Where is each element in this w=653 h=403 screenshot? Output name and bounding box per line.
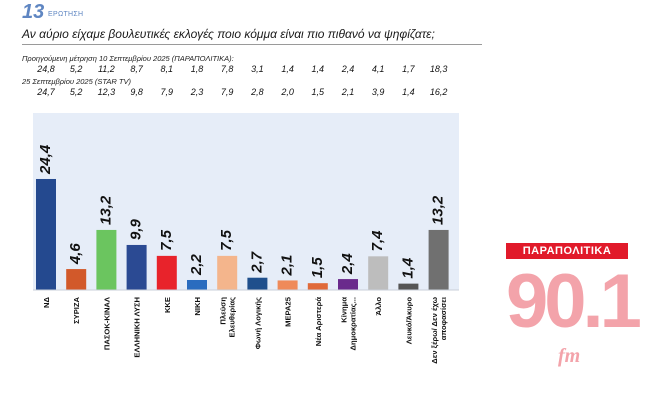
bar	[398, 283, 419, 290]
category-label: Άλλο	[374, 297, 383, 316]
previous-value: 8,7	[130, 64, 143, 74]
previous-value: 4,1	[371, 64, 385, 74]
category-label: Δεν ξέρω/ Δεν έχω	[430, 296, 439, 363]
category-label: ΝΔ	[42, 296, 51, 307]
category-label: αποφασίσει	[439, 297, 448, 340]
other-value: 2,8	[251, 87, 264, 97]
value-label: 2,1	[279, 255, 296, 277]
logo-frequency: 90.1	[506, 259, 642, 344]
previous-value: 3,1	[251, 64, 264, 74]
other-measurement-caption: 25 Σεπτεμβρίου 2025 (STAR TV)	[22, 77, 131, 86]
other-value: 2,3	[190, 87, 204, 97]
previous-value: 24,8	[37, 64, 55, 74]
other-value: 2,0	[281, 87, 294, 97]
category-label: ΝΙΚΗ	[193, 297, 202, 316]
category-label: Δημοκρατίας...	[349, 297, 358, 350]
bar	[338, 279, 358, 290]
bar	[307, 283, 328, 290]
category-label: ΜΕΡΑ25	[284, 296, 293, 327]
bar	[217, 255, 238, 290]
question-word: ΕΡΩΤΗΣΗ	[48, 11, 84, 18]
other-value: 1,4	[402, 87, 415, 97]
previous-value: 5,2	[69, 64, 83, 74]
other-value: 9,8	[130, 87, 143, 97]
other-measurement-row: 24,7 5,2 12,3 9,8 7,9 2,3 7,9 2,8 2,0 1,5 2,1 3,9 1,…	[0, 87, 653, 99]
bar	[156, 255, 177, 290]
category-label: Κίνημα	[340, 297, 349, 323]
category-label: ΚΚΕ	[163, 297, 172, 313]
other-value: 16,2	[429, 87, 448, 97]
previous-value: 11,2	[97, 64, 115, 74]
bar	[66, 269, 87, 290]
bar	[36, 178, 56, 290]
previous-value: 7,8	[220, 64, 234, 74]
value-label: 7,5	[158, 229, 175, 251]
bar	[126, 244, 147, 290]
bar	[187, 279, 207, 290]
value-label: 7,5	[218, 229, 235, 251]
previous-measurement-row: 24,8 5,2 11,2 8,7 8,1 1,8 7,8 3,1 1,4 1,4 2,4 4,1 1,…	[0, 64, 653, 76]
bar	[247, 277, 268, 290]
logo-brand-text: ΠΑΡΑΠΟΛΙΤΙΚΑ	[506, 243, 628, 259]
category-label: ΣΥΡΙΖΑ	[72, 296, 81, 323]
value-label: 13,2	[430, 195, 447, 225]
previous-value: 1,4	[281, 64, 294, 74]
value-label: 13,2	[97, 195, 114, 225]
other-value: 12,3	[97, 87, 116, 97]
value-label: 2,7	[248, 251, 265, 274]
value-label: 7,4	[369, 230, 386, 252]
other-value: 3,9	[371, 87, 385, 97]
previous-value: 2,4	[341, 64, 355, 74]
other-value: 7,9	[220, 87, 234, 97]
previous-value: 1,7	[402, 64, 415, 74]
category-label: ΕΛΛΗΝΙΚΗ ΛΥΣΗ	[133, 297, 142, 358]
category-label: Πλεύση	[219, 297, 228, 325]
value-label: 9,9	[128, 218, 145, 240]
value-label: 2,2	[188, 253, 205, 276]
previous-value: 18,3	[429, 64, 448, 74]
category-label: Νέα Αριστερά	[314, 297, 323, 347]
question-text: Αν αύριο είχαμε βουλευτικές εκλογές ποιο…	[22, 27, 435, 41]
previous-measurement-caption: Προηγούμενη μέτρηση 10 Σεπτεμβρίου 2025 …	[22, 54, 234, 63]
other-value: 24,7	[37, 87, 55, 97]
bar	[428, 229, 449, 290]
value-label: 1,4	[399, 257, 416, 279]
category-label: ΠΑΣΟΚ-ΚΙΝΑΛ	[102, 296, 111, 350]
bar	[368, 256, 389, 290]
value-label: 2,4	[339, 253, 356, 276]
logo-fm: fm	[558, 345, 581, 367]
bar	[96, 229, 117, 290]
previous-value: 8,1	[160, 64, 174, 74]
radio-logo: ΠΑΡΑΠΟΛΙΤΙΚΑ 90.1 fm	[506, 243, 642, 383]
question-number: 13	[22, 1, 45, 23]
value-label: 24,4	[37, 144, 54, 175]
value-label: 1,5	[309, 257, 326, 279]
previous-value: 1,8	[190, 64, 204, 74]
header-divider	[22, 44, 482, 45]
bar	[277, 280, 298, 290]
category-label: Φωνή Λογικής	[253, 297, 262, 349]
value-label: 4,6	[67, 243, 84, 266]
other-value: 7,9	[160, 87, 174, 97]
category-label: Λευκό/Άκυρο	[404, 297, 413, 345]
other-value: 1,5	[311, 87, 325, 97]
previous-value: 1,4	[311, 64, 325, 74]
category-label: Ελευθερίας	[228, 297, 237, 337]
other-value: 5,2	[69, 87, 83, 97]
other-value: 2,1	[341, 87, 355, 97]
